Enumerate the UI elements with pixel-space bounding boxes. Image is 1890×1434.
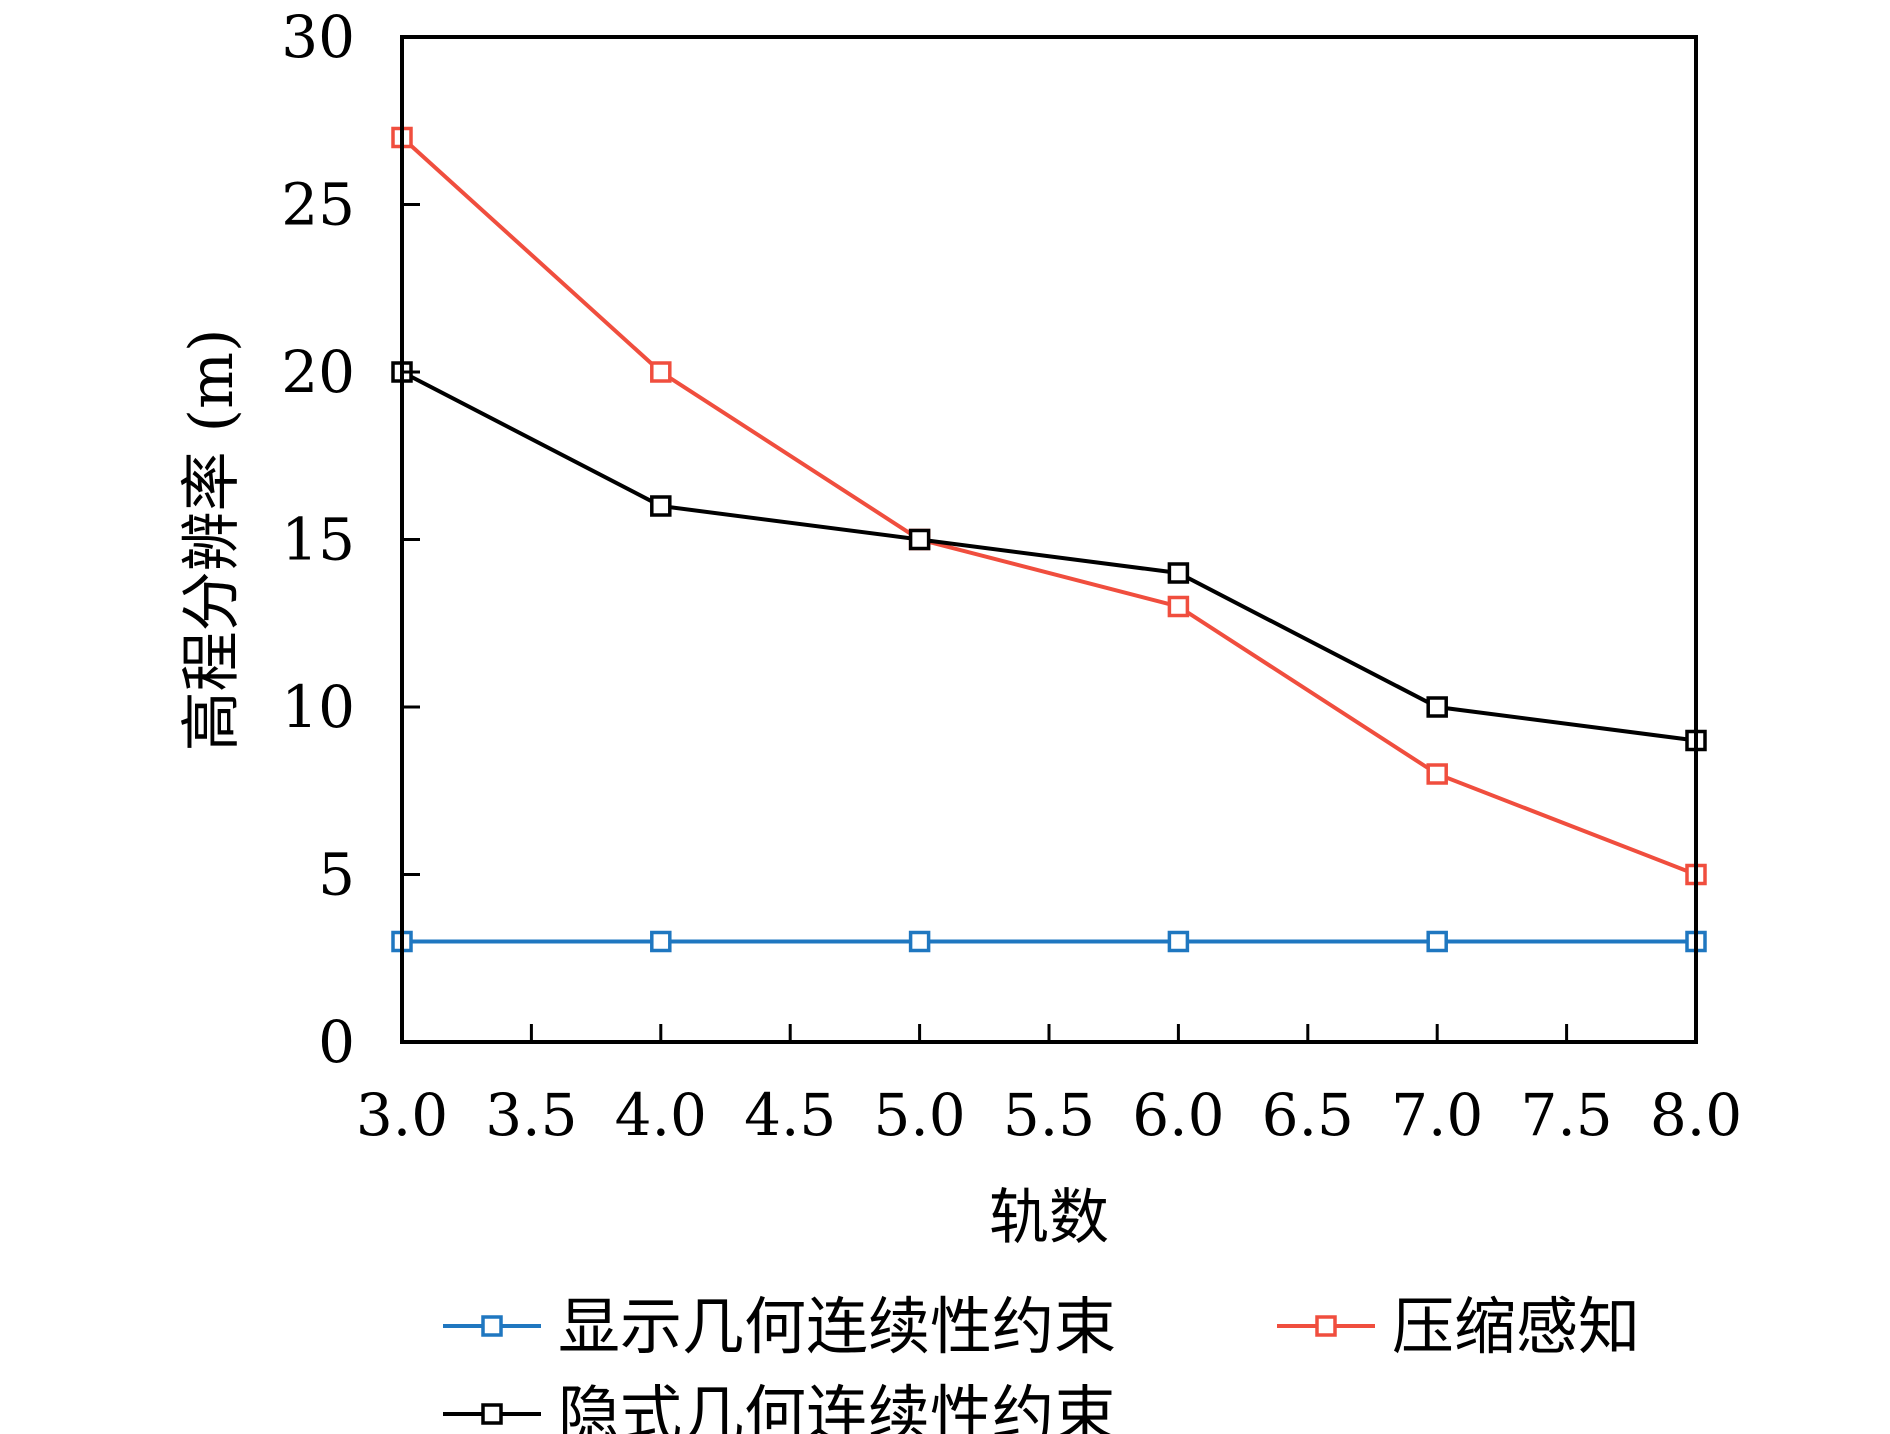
data-point (1167, 930, 1190, 953)
x-tick-label: 5.0 (873, 1081, 965, 1149)
x-tick-label: 7.5 (1520, 1081, 1612, 1149)
x-tick-label: 7.0 (1391, 1081, 1483, 1149)
series-line (401, 370, 1697, 743)
legend-marker (481, 1315, 503, 1337)
y-tick-label: 25 (281, 171, 355, 239)
x-tick-label: 6.5 (1262, 1081, 1354, 1149)
x-tick-label: 5.5 (1003, 1081, 1095, 1149)
y-tick-label: 0 (318, 1008, 355, 1076)
data-point (650, 361, 672, 383)
data-point (650, 930, 672, 953)
series-line (400, 136, 1697, 877)
data-point (650, 495, 672, 517)
data-point (1426, 763, 1448, 785)
legend-label: 隐式几何连续性约束 (558, 1378, 1116, 1434)
y-tick-label: 20 (281, 338, 355, 406)
x-tick-label: 3.5 (485, 1081, 577, 1149)
data-point (908, 528, 931, 551)
y-tick-label: 30 (281, 3, 355, 71)
legend-label: 压缩感知 (1392, 1290, 1640, 1363)
y-tick-label: 5 (318, 841, 355, 909)
data-point (1167, 562, 1190, 584)
y-axis-label: 高程分辨率 (m) (177, 329, 247, 752)
y-tick-label: 10 (281, 673, 355, 741)
x-tick-label: 3.0 (356, 1081, 448, 1149)
x-axis-label: 轨数 (989, 1183, 1109, 1253)
y-tick-label: 15 (281, 506, 355, 574)
data-point (1167, 595, 1190, 618)
data-point (1426, 930, 1448, 953)
legend-label: 显示几何连续性约束 (558, 1290, 1116, 1363)
x-tick-label: 4.5 (744, 1081, 836, 1149)
legend-marker (1315, 1315, 1337, 1337)
legend-marker (481, 1403, 503, 1425)
x-tick-label: 8.0 (1650, 1081, 1742, 1149)
data-point (908, 930, 931, 953)
x-tick-label: 6.0 (1132, 1081, 1224, 1149)
plot-frame (400, 35, 1698, 1044)
x-tick-label: 4.0 (615, 1081, 707, 1149)
data-point (1426, 696, 1448, 718)
